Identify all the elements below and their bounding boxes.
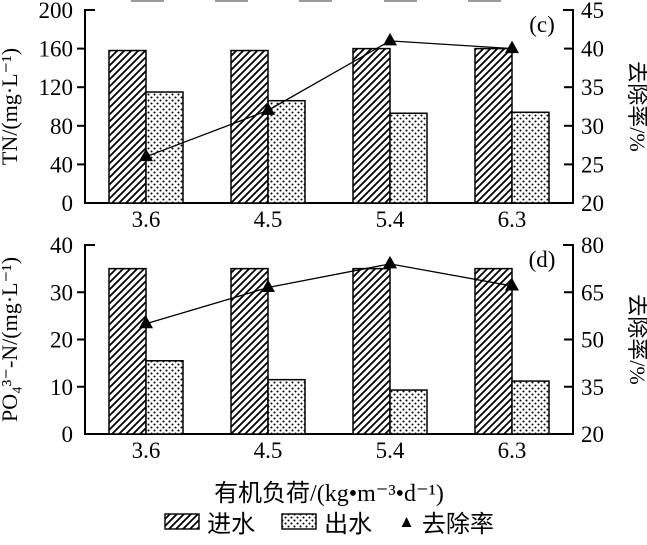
right-axis-title: 去除率/% — [625, 294, 647, 384]
cropped-bar-remnant — [299, 0, 332, 2]
right-tick-label: 35 — [581, 375, 604, 400]
legend-item-inflow: 进水 — [164, 504, 255, 539]
outflow-bar — [511, 380, 550, 435]
legend-item-removal-rate: ▲ 去除率 — [398, 504, 494, 539]
left-tick-label: 30 — [50, 280, 73, 305]
cropped-bar-remnant — [131, 0, 164, 2]
removal-rate-marker — [505, 277, 519, 291]
legend-label-removal-rate: 去除率 — [421, 511, 494, 538]
right-tick-label: 20 — [581, 422, 604, 447]
removal-rate-marker — [505, 40, 519, 54]
category-label: 5.4 — [376, 207, 405, 232]
axis-frame — [84, 9, 574, 204]
right-tick-label: 40 — [581, 37, 604, 62]
dotted-swatch-icon — [281, 512, 317, 530]
inflow-bar — [474, 47, 513, 204]
legend-label-outflow: 出水 — [324, 511, 373, 538]
right-tick-label: 25 — [581, 152, 604, 177]
panel-label: (d) — [529, 247, 556, 272]
cropped-bar-remnant — [215, 0, 248, 2]
category-label: 4.5 — [254, 438, 283, 463]
outflow-bar — [145, 91, 184, 204]
inflow-bar — [108, 49, 147, 204]
panel-(c): 0 40 80 120 160 200 20 25 30 35 40 45 3.6 4.5 5.4 6.3 (c… — [0, 0, 647, 232]
right-tick-label: 50 — [581, 328, 604, 353]
cropped-bar-remnant — [384, 0, 417, 2]
right-tick-label: 45 — [581, 0, 604, 23]
outflow-bar — [145, 360, 184, 435]
removal-rate-marker — [383, 255, 397, 269]
category-label: 6.3 — [498, 207, 527, 232]
inflow-bar — [474, 267, 513, 435]
removal-rate-line — [145, 263, 513, 325]
removal-rate-marker — [261, 279, 275, 293]
outflow-bar — [511, 111, 550, 204]
legend-label-inflow: 进水 — [207, 511, 256, 538]
outflow-bar — [389, 389, 428, 435]
removal-rate-marker — [383, 32, 397, 46]
left-tick-label: 40 — [50, 152, 73, 177]
left-tick-label: 80 — [50, 114, 73, 139]
cropped-bar-remnant — [468, 0, 501, 2]
axis-frame — [84, 244, 574, 435]
outflow-bar — [267, 378, 306, 435]
left-tick-label: 200 — [39, 0, 74, 23]
panel-label: (c) — [529, 12, 555, 37]
removal-rate-line — [145, 40, 513, 158]
right-axis-title: 去除率/% — [625, 61, 647, 151]
right-tick-label: 30 — [581, 114, 604, 139]
category-label: 5.4 — [376, 438, 405, 463]
category-label: 3.6 — [132, 207, 161, 232]
left-tick-label: 10 — [50, 375, 73, 400]
left-tick-label: 0 — [62, 422, 74, 447]
hatched-swatch-icon — [164, 512, 200, 530]
right-tick-label: 80 — [581, 233, 604, 258]
category-label: 3.6 — [132, 438, 161, 463]
removal-rate-marker — [261, 102, 275, 115]
left-tick-label: 160 — [39, 37, 74, 62]
right-tick-label: 35 — [581, 75, 604, 100]
category-label: 6.3 — [498, 438, 527, 463]
right-tick-label: 20 — [581, 191, 604, 216]
right-tick-label: 65 — [581, 280, 604, 305]
inflow-bar — [352, 267, 391, 435]
left-tick-label: 20 — [50, 328, 73, 353]
left-axis-title: PO₄³⁻-N/(mg·L⁻¹) — [0, 257, 22, 422]
x-axis-title: 有机负荷/(kg•m⁻³•d⁻¹) — [214, 481, 444, 507]
inflow-bar — [352, 47, 391, 204]
outflow-bar — [267, 99, 306, 204]
left-axis-title: TN/(mg·L⁻¹) — [0, 48, 22, 165]
legend: 进水 出水 ▲ 去除率 — [85, 504, 573, 539]
left-tick-label: 40 — [50, 233, 73, 258]
inflow-bar — [108, 267, 147, 435]
panel-(d): 0 10 20 30 40 20 35 50 65 80 3.6 4.5 5.4 6.3 (d) PO₄³⁻-… — [0, 233, 647, 463]
legend-item-outflow: 出水 — [281, 504, 372, 539]
inflow-bar — [230, 49, 269, 204]
removal-rate-marker — [139, 315, 153, 329]
left-tick-label: 120 — [39, 75, 74, 100]
category-label: 4.5 — [254, 207, 283, 232]
outflow-bar — [389, 112, 428, 204]
triangle-marker-icon: ▲ — [398, 511, 415, 531]
removal-rate-marker — [139, 148, 153, 162]
left-tick-label: 0 — [62, 191, 74, 216]
